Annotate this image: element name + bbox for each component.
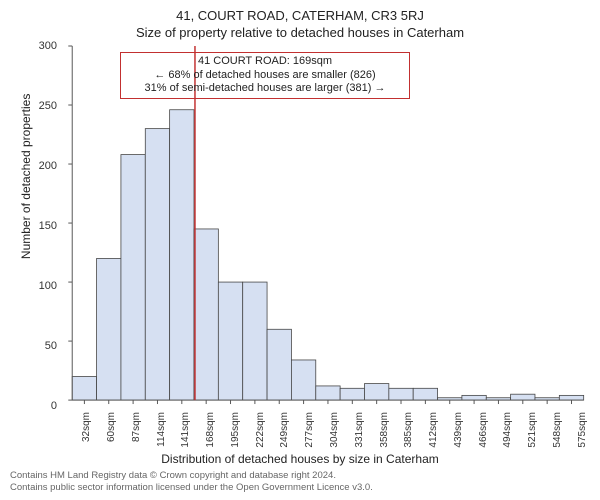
annotation-line2: ← 68% of detached houses are smaller (82… (127, 69, 403, 83)
y-tick-label: 0 (17, 400, 57, 412)
footer-line2: Contains public sector information licen… (10, 482, 590, 494)
y-tick-label: 50 (17, 340, 57, 352)
y-tick-label: 200 (17, 160, 57, 172)
histogram-bar (364, 383, 388, 400)
x-tick-label: 249sqm (279, 412, 290, 448)
y-tick-label: 250 (17, 100, 57, 112)
x-tick-label: 439sqm (453, 412, 464, 448)
footer-line1: Contains HM Land Registry data © Crown c… (10, 470, 590, 482)
x-tick-label: 304sqm (329, 412, 340, 448)
histogram-bar (145, 128, 169, 399)
x-tick-label: 114sqm (156, 412, 167, 447)
histogram-bar (121, 154, 145, 400)
x-tick-label: 412sqm (428, 412, 439, 448)
chart-area: Number of detached properties 41 COURT R… (65, 46, 585, 406)
annotation-line1: 41 COURT ROAD: 169sqm (127, 55, 403, 69)
histogram-bar (389, 388, 413, 400)
x-tick-label: 548sqm (552, 412, 563, 448)
histogram-bar (559, 395, 583, 400)
x-tick-label: 494sqm (502, 412, 513, 448)
x-tick-label: 521sqm (527, 412, 538, 448)
chart-container: 41, COURT ROAD, CATERHAM, CR3 5RJ Size o… (0, 0, 600, 500)
histogram-bar (291, 360, 315, 400)
x-axis-label: Distribution of detached houses by size … (10, 452, 590, 466)
x-tick-label: 87sqm (131, 412, 142, 442)
histogram-bar (218, 282, 242, 400)
x-tick-label: 141sqm (180, 412, 191, 448)
x-tick-label: 385sqm (403, 412, 414, 448)
annotation-box: 41 COURT ROAD: 169sqm ← 68% of detached … (120, 52, 410, 99)
y-tick-label: 100 (17, 280, 57, 292)
histogram-bar (340, 388, 364, 400)
x-tick-label: 60sqm (106, 412, 117, 442)
x-tick-label: 358sqm (379, 412, 390, 448)
histogram-plot (65, 46, 585, 406)
y-tick-label: 150 (17, 220, 57, 232)
histogram-bar (243, 282, 267, 400)
chart-subtitle: Size of property relative to detached ho… (10, 25, 590, 42)
x-tick-label: 222sqm (255, 412, 266, 448)
histogram-bar (170, 110, 194, 400)
y-tick-label: 300 (17, 40, 57, 52)
annotation-line3: 31% of semi-detached houses are larger (… (127, 82, 403, 96)
histogram-bar (462, 395, 486, 400)
chart-title-address: 41, COURT ROAD, CATERHAM, CR3 5RJ (10, 8, 590, 25)
x-tick-label: 331sqm (354, 412, 365, 448)
x-tick-label: 575sqm (577, 412, 588, 448)
footer-attribution: Contains HM Land Registry data © Crown c… (10, 470, 590, 494)
x-tick-label: 32sqm (81, 412, 92, 442)
histogram-bar (267, 329, 291, 400)
y-axis-label: Number of detached properties (19, 93, 33, 258)
x-tick-label: 168sqm (205, 412, 216, 448)
histogram-bar (413, 388, 437, 400)
histogram-bar (194, 229, 218, 400)
histogram-bar (511, 394, 535, 400)
histogram-bar (97, 258, 121, 400)
histogram-bar (316, 386, 340, 400)
x-tick-label: 466sqm (478, 412, 489, 448)
x-tick-label: 195sqm (230, 412, 241, 448)
histogram-bar (72, 376, 96, 400)
x-tick-label: 277sqm (304, 412, 315, 448)
